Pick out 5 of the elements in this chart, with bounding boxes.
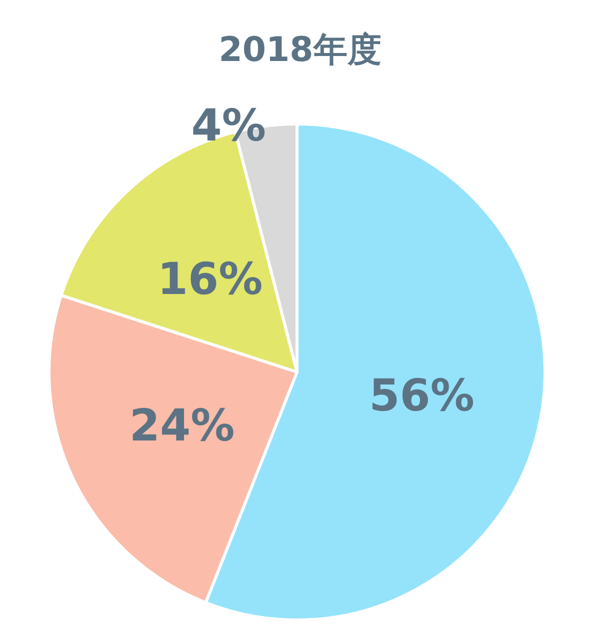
data-label: 4%	[191, 100, 266, 152]
data-label: 24%	[129, 400, 235, 452]
data-label: 16%	[157, 254, 263, 305]
data-label: 56%	[369, 370, 474, 422]
chart-title: 2018年度	[218, 30, 382, 70]
